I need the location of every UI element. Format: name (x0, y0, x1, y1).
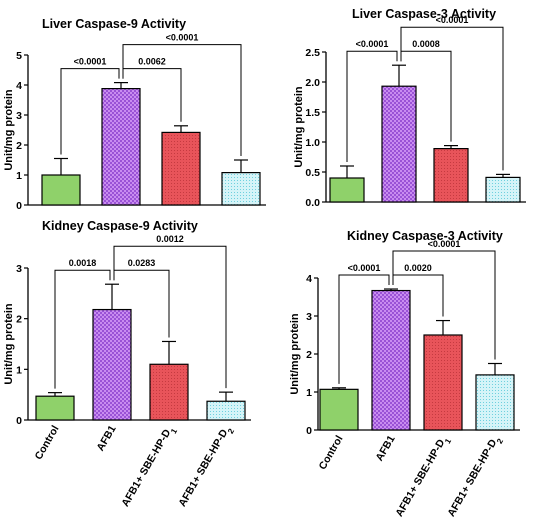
y-tick-label: 4 (16, 80, 22, 92)
p-value-label: 0.0062 (138, 57, 166, 67)
y-axis-label: Unit/mg protein (289, 313, 301, 395)
significance-bracket: <0.0001 (338, 263, 390, 384)
y-tick-label: 1.0 (305, 137, 320, 149)
y-tick-label: 2.0 (305, 77, 320, 89)
y-tick-label: 0.5 (305, 167, 320, 179)
p-value-label: <0.0001 (166, 33, 199, 43)
y-tick-label: 1 (16, 170, 22, 182)
bar-3 (423, 334, 463, 431)
p-value-label: <0.0001 (436, 15, 469, 25)
chart-title: Liver Caspase-9 Activity (42, 17, 186, 31)
p-value-label: <0.0001 (356, 39, 389, 49)
bar-3 (433, 148, 469, 203)
y-tick-label: 2 (16, 140, 22, 152)
x-category-label: Control (317, 433, 346, 471)
p-value-label: 0.0012 (156, 234, 184, 244)
p-value-label: <0.0001 (428, 239, 461, 249)
bracket-line (392, 250, 496, 360)
x-category-label: Control (33, 423, 62, 461)
bracket-line (346, 50, 398, 162)
bar-4 (221, 172, 261, 206)
significance-bracket: 0.0012 (113, 234, 227, 389)
y-axis-label: Unit/mg protein (293, 86, 305, 168)
x-category-label: AFB1+ SBE-HP-D2 (176, 423, 236, 511)
x-category-label: AFB1 (373, 433, 397, 463)
p-value-label: <0.0001 (348, 263, 381, 273)
significance-bracket: <0.0001 (60, 57, 120, 155)
bar-3 (149, 363, 189, 421)
y-tick-label: 3 (306, 311, 312, 323)
y-tick-label: 0 (16, 200, 22, 212)
bar-2 (101, 87, 141, 206)
y-axis-label: Unit/mg protein (3, 303, 15, 385)
y-tick-label: 3 (16, 263, 22, 275)
bar-4 (475, 374, 515, 431)
bracket-line (113, 245, 227, 389)
y-tick-label: 0 (306, 425, 312, 437)
bar-2 (371, 289, 411, 431)
significance-bracket: <0.0001 (346, 39, 398, 162)
bar-2 (92, 308, 132, 421)
x-category-label: AFB1+ SBE-HP-D1 (393, 433, 453, 521)
y-tick-label: 1 (16, 364, 22, 376)
y-tick-label: 2 (16, 314, 22, 326)
chart-panel-1: Liver Caspase-9 Activity Unit/mg protein 0… (3, 17, 266, 212)
bar-1 (41, 174, 81, 206)
y-axis-label: Unit/mg protein (3, 89, 15, 171)
chart-panel-4: Kidney Caspase-3 Activity Unit/mg protein… (289, 229, 520, 521)
bar-2 (381, 85, 417, 203)
chart-title: Kidney Caspase-9 Activity (42, 219, 198, 233)
bar-1 (329, 177, 365, 203)
significance-bracket: <0.0001 (122, 33, 242, 156)
y-tick-label: 2 (306, 349, 312, 361)
y-tick-label: 0.0 (305, 197, 320, 209)
bracket-line (122, 44, 242, 156)
significance-bracket: <0.0001 (392, 239, 496, 360)
y-tick-label: 4 (306, 273, 312, 285)
significance-bracket: 0.0018 (54, 258, 111, 389)
y-tick-label: 2.5 (305, 47, 320, 59)
p-value-label: 0.0018 (69, 258, 97, 268)
chart-panel-3: Kidney Caspase-9 Activity Unit/mg protein… (3, 219, 251, 511)
bracket-line (338, 274, 390, 384)
bracket-line (400, 26, 504, 171)
y-tick-label: 5 (16, 50, 22, 62)
significance-bracket: <0.0001 (400, 15, 504, 171)
bracket-line (54, 269, 111, 389)
y-tick-label: 1.5 (305, 107, 320, 119)
chart-title: Kidney Caspase-3 Activity (347, 229, 503, 243)
p-value-label: 0.0283 (128, 258, 156, 268)
y-tick-label: 1 (306, 387, 312, 399)
p-value-label: 0.0020 (404, 263, 432, 273)
bar-1 (35, 395, 75, 421)
p-value-label: <0.0001 (74, 57, 107, 67)
chart-title: Liver Caspase-3 Activity (352, 7, 496, 21)
bar-4 (206, 400, 246, 421)
x-category-label: AFB1+ SBE-HP-D1 (119, 423, 179, 511)
y-tick-label: 3 (16, 110, 22, 122)
bar-1 (319, 388, 359, 431)
bar-3 (161, 131, 201, 206)
p-value-label: 0.0008 (412, 39, 440, 49)
y-tick-label: 0 (16, 415, 22, 427)
bar-4 (485, 176, 521, 203)
bracket-line (60, 68, 120, 155)
x-category-label: AFB1+ SBE-HP-D2 (445, 433, 505, 521)
x-category-label: AFB1 (94, 423, 118, 453)
